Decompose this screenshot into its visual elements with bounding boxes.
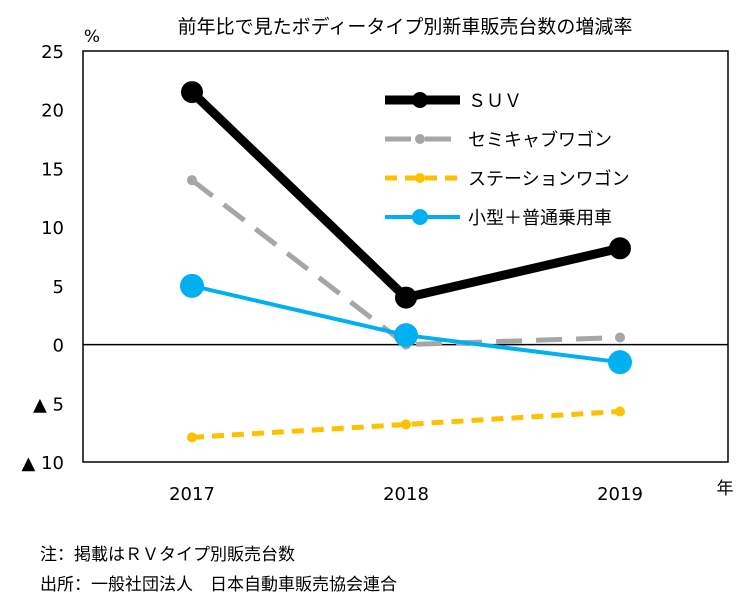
series-3 [180, 273, 632, 375]
legend-item: セミキャブワゴン [385, 129, 612, 151]
data-point [608, 350, 632, 375]
source-note: 出所：一般社団法人 日本自動車販売協会連合 [40, 575, 397, 595]
y-tick-label: 25 [41, 42, 64, 63]
x-tick-label: 2017 [169, 484, 215, 505]
legend-item: 小型＋普通乗用車 [385, 208, 612, 229]
data-point [615, 332, 625, 343]
x-axis-label: 年 [717, 479, 734, 499]
data-point [609, 237, 631, 260]
y-tick-label: 20 [41, 101, 64, 122]
series-line [191, 409, 621, 440]
legend-marker [415, 134, 425, 144]
legend-label: ステーションワゴン [468, 169, 630, 190]
series-0 [181, 81, 631, 309]
chart-title: 前年比で見たボディータイプ別新車販売台数の増減率 [178, 16, 633, 38]
plot-area [82, 50, 729, 463]
legend-marker [412, 92, 428, 108]
legend-marker [415, 173, 425, 183]
y-tick-label: 5 [53, 277, 64, 298]
x-tick-label: 2018 [383, 484, 429, 505]
y-tick-label: 0 [53, 336, 64, 357]
x-tick-label: 2019 [597, 484, 643, 505]
y-tick-label: ▲ 10 [22, 453, 64, 474]
legend-item: ステーションワゴン [385, 169, 630, 190]
series-2 [187, 406, 625, 443]
legend-label: 小型＋普通乗用車 [468, 208, 612, 229]
footnote: 注：掲載はＲＶタイプ別販売台数 [40, 545, 295, 565]
data-point [180, 273, 204, 298]
data-point [187, 175, 197, 186]
legend-label: セミキャブワゴン [468, 129, 612, 151]
data-point [181, 81, 203, 104]
series-line [190, 178, 621, 348]
legend-label: ＳＵＶ [468, 91, 522, 112]
data-point [394, 323, 418, 348]
data-point [615, 406, 625, 417]
y-axis-label: % [84, 27, 100, 47]
data-point [401, 419, 411, 430]
y-tick-label: 10 [41, 218, 64, 239]
y-tick-label: 15 [41, 159, 64, 180]
data-point [187, 432, 197, 443]
legend-item: ＳＵＶ [385, 91, 522, 112]
series-line [188, 88, 622, 303]
y-tick-label: ▲ 5 [33, 394, 64, 415]
data-point [395, 286, 417, 309]
legend-marker [412, 209, 428, 225]
